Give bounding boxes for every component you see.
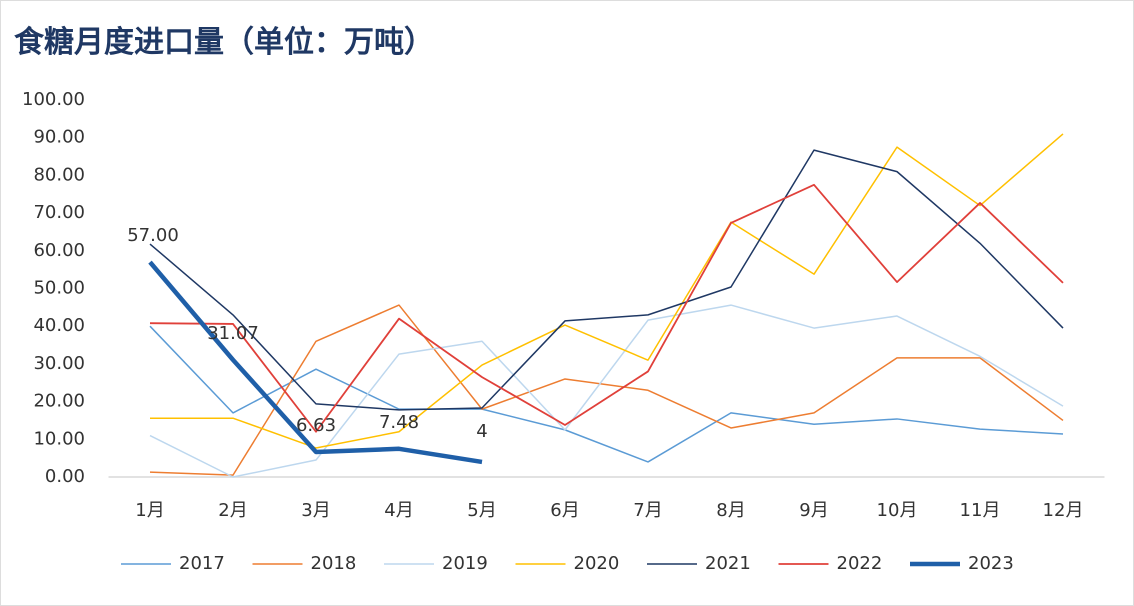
y-tick-label: 10.00 [33,428,85,449]
series-line [149,183,1064,433]
data-label: 6.63 [296,415,336,436]
x-tick-label: 11月 [960,500,1001,521]
y-tick-label: 50.00 [33,278,85,299]
x-tick-label: 10月 [877,500,918,521]
x-tick-label: 6月 [550,500,579,521]
y-tick-label: 100.00 [22,89,85,110]
series-line [149,304,1064,476]
series-line [148,260,483,465]
y-tick-label: 60.00 [33,240,85,261]
data-label: 57.00 [127,225,179,246]
x-tick-label: 9月 [799,500,828,521]
y-tick-label: 0.00 [45,466,85,487]
x-tick-label: 4月 [384,500,413,521]
y-tick-label: 20.00 [33,391,85,412]
y-tick-label: 90.00 [33,127,85,148]
legend-label: 2018 [311,553,357,574]
y-tick-label: 70.00 [33,202,85,223]
x-tick-label: 7月 [633,500,662,521]
x-tick-label: 5月 [467,500,496,521]
legend-label: 2020 [574,553,620,574]
legend-label: 2017 [179,553,225,574]
x-tick-label: 12月 [1043,500,1084,521]
chart-title: 食糖月度进口量（单位：万吨） [14,25,434,60]
legend-label: 2021 [705,553,751,574]
data-label: 4 [476,421,487,442]
legend-label: 2023 [968,553,1014,574]
x-tick-label: 1月 [135,500,164,521]
legend-label: 2019 [442,553,488,574]
series-line [150,133,1064,449]
series-line [149,149,1064,411]
x-tick-label: 3月 [301,500,330,521]
data-label: 31.07 [207,323,259,344]
series-line [149,325,1064,463]
y-tick-label: 80.00 [33,164,85,185]
y-tick-label: 30.00 [33,353,85,374]
data-label: 7.48 [379,412,419,433]
legend-label: 2022 [837,553,883,574]
x-tick-label: 8月 [716,500,745,521]
series-line [149,304,1064,478]
y-tick-label: 40.00 [33,315,85,336]
x-tick-label: 2月 [218,500,247,521]
